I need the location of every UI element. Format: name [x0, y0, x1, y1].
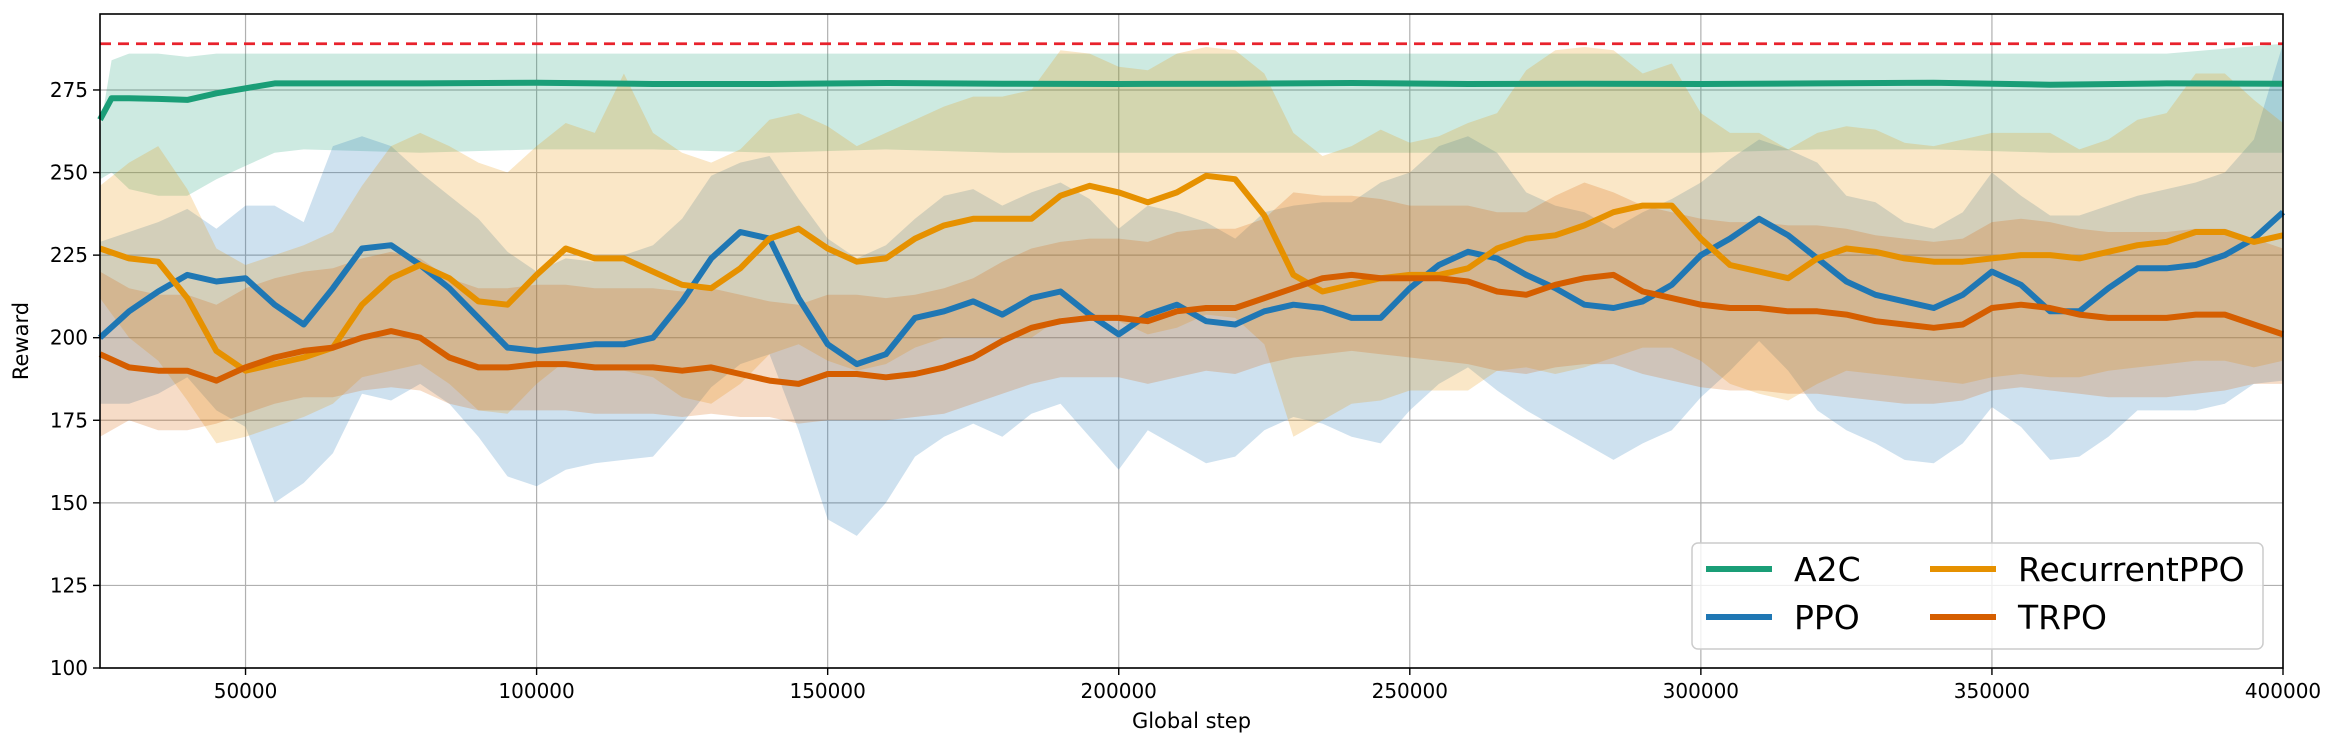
- x-tick-label: 400000: [2245, 679, 2321, 703]
- series-line: [97, 79, 2284, 122]
- legend-box: [1691, 542, 2264, 650]
- legend-label: A2C: [1794, 550, 1861, 589]
- series-line: [98, 271, 2284, 387]
- y-tick-label: 100: [50, 656, 88, 680]
- x-axis-label: Global step: [1132, 709, 1251, 733]
- legend-label: RecurrentPPO: [2018, 550, 2245, 589]
- x-tick-label: 350000: [1954, 679, 2030, 703]
- x-tick-label: 250000: [1372, 679, 1448, 703]
- y-tick-label: 225: [50, 243, 88, 267]
- series-lines: [97, 79, 2286, 387]
- x-tick-label: 100000: [498, 679, 574, 703]
- y-tick-label: 125: [50, 573, 88, 597]
- y-tick-label: 175: [50, 408, 88, 432]
- x-tick-label: 300000: [1663, 679, 1739, 703]
- x-tick-label: 200000: [1081, 679, 1157, 703]
- series-line: [97, 209, 2286, 368]
- axis-ticks: 50000 100000 150000 200000 250000 300000 35000…: [50, 78, 2321, 703]
- legend-label: PPO: [1794, 598, 1860, 637]
- y-axis-label: Reward: [9, 302, 33, 380]
- x-tick-label: 150000: [789, 679, 865, 703]
- x-tick-label: 50000: [214, 679, 278, 703]
- y-tick-label: 150: [50, 491, 88, 515]
- legend-label: TRPO: [2017, 598, 2107, 637]
- plot-frame: [99, 13, 2284, 669]
- y-tick-label: 250: [50, 161, 88, 185]
- confidence-band: [100, 47, 2283, 444]
- legend: A2C PPO RecurrentPPO TRPO: [1691, 542, 2264, 650]
- confidence-band: [100, 43, 2283, 536]
- series-line: [99, 172, 2284, 374]
- y-tick-label: 275: [50, 78, 88, 102]
- y-tick-label: 200: [50, 326, 88, 350]
